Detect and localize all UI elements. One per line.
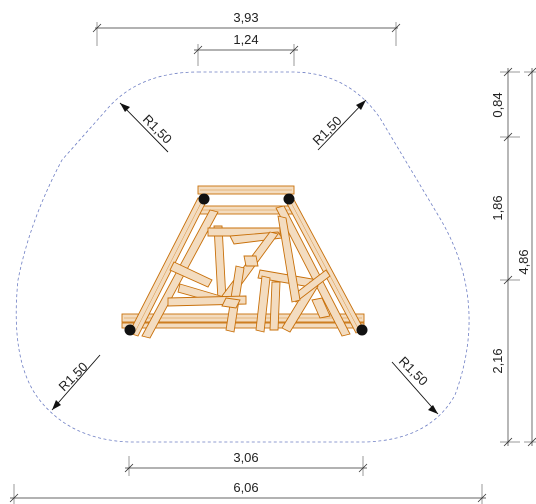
dimension-label-bottom-overall: 6,06 bbox=[233, 480, 258, 495]
dimension-top-inner bbox=[193, 44, 299, 66]
dimension-label-top-overall: 3,93 bbox=[233, 10, 258, 25]
radius-leader-top-right bbox=[317, 99, 367, 151]
post-top-right bbox=[283, 193, 295, 205]
cross-members bbox=[167, 215, 331, 333]
climbing-frame-structure bbox=[121, 185, 368, 339]
dimension-label-right-bottom: 2,16 bbox=[490, 348, 505, 373]
dimension-right-segments bbox=[500, 67, 520, 447]
post-bottom-left bbox=[124, 324, 136, 336]
dimension-top-overall bbox=[92, 22, 401, 46]
dimension-label-right-mid: 1,86 bbox=[490, 195, 505, 220]
dimension-bottom-inner bbox=[124, 456, 368, 476]
radius-leader-bottom-right bbox=[391, 361, 439, 415]
dimension-bottom-overall bbox=[9, 484, 487, 504]
radius-label-bottom-left: R1,50 bbox=[56, 359, 91, 394]
dimension-label-top-inner: 1,24 bbox=[233, 32, 258, 47]
dimension-label-bottom-inner: 3,06 bbox=[233, 450, 258, 465]
radius-label-top-right: R1,50 bbox=[310, 113, 345, 148]
radius-leader-bottom-left bbox=[51, 354, 101, 411]
post-top-left bbox=[198, 193, 210, 205]
radius-label-bottom-right: R1,50 bbox=[396, 354, 431, 389]
dimension-label-right-overall: 4,86 bbox=[516, 249, 531, 274]
safety-zone-outline bbox=[15, 71, 470, 443]
radius-leader-top-left bbox=[119, 102, 169, 153]
dimension-label-right-top: 0,84 bbox=[490, 92, 505, 117]
dimension-right-overall bbox=[524, 67, 536, 447]
post-bottom-right bbox=[356, 324, 368, 336]
